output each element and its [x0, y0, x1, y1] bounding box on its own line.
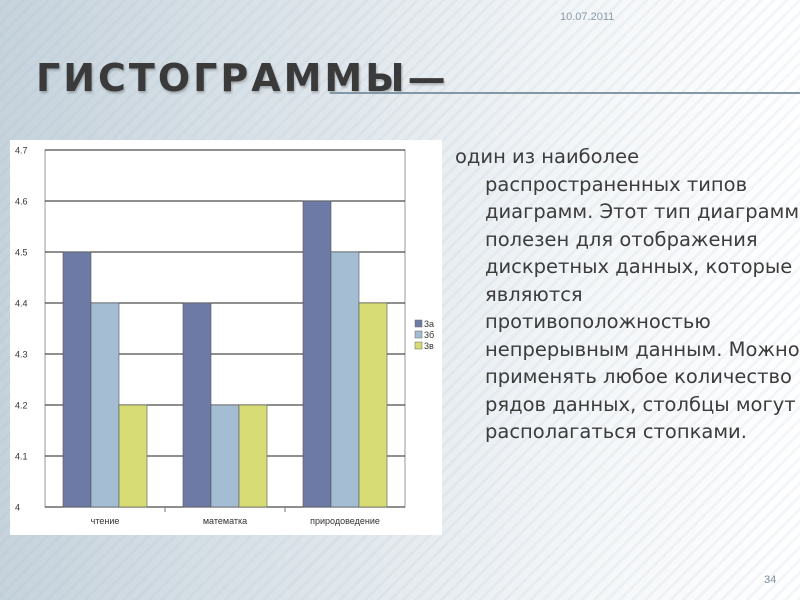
slide-date: 10.07.2011 — [560, 11, 615, 23]
chart-bar — [210, 404, 240, 508]
slide-body-text: один из наиболее распространенных типов … — [455, 145, 800, 443]
chart-y-tick-label: 4.5 — [15, 248, 28, 258]
chart-legend-label: 3в — [424, 341, 434, 351]
chart-y-tick-label: 4 — [15, 503, 20, 513]
bar-chart: 4 4.1 4.2 4.3 4.4 4.5 4.6 4.7 чтение математка пр… — [15, 146, 434, 527]
chart-y-tick-label: 4.7 — [15, 146, 28, 156]
chart-y-tick-label: 4.4 — [15, 299, 28, 309]
chart-x-tick-labels: чтение математка природоведение — [91, 516, 380, 526]
chart-y-tick-label: 4.3 — [15, 350, 28, 360]
slide-page-number: 34 — [764, 574, 777, 586]
chart-legend-label: 3б — [424, 330, 434, 340]
chart-legend-swatch — [414, 330, 423, 339]
chart-bar — [238, 404, 268, 508]
chart-bar — [358, 302, 388, 508]
chart-y-tick-labels: 4 4.1 4.2 4.3 4.4 4.5 4.6 4.7 — [15, 146, 28, 513]
chart-x-tick-label: математка — [203, 516, 247, 526]
title-underline — [330, 92, 800, 94]
chart-y-tick-label: 4.2 — [15, 401, 28, 411]
chart-legend-swatch — [414, 319, 423, 328]
chart-bar — [62, 251, 92, 508]
chart-legend-swatch — [414, 341, 423, 350]
chart-bar — [182, 302, 212, 508]
chart-legend-label: 3а — [424, 319, 434, 329]
chart-bar — [302, 200, 332, 508]
chart-bar — [118, 404, 148, 508]
chart-x-tick-label: природоведение — [310, 516, 380, 526]
chart-bar — [90, 302, 120, 508]
chart-x-tick-label: чтение — [91, 516, 120, 526]
chart-y-tick-label: 4.6 — [15, 197, 28, 207]
chart-bars — [62, 200, 388, 508]
chart-bar — [330, 251, 360, 508]
chart-y-tick-label: 4.1 — [15, 452, 28, 462]
